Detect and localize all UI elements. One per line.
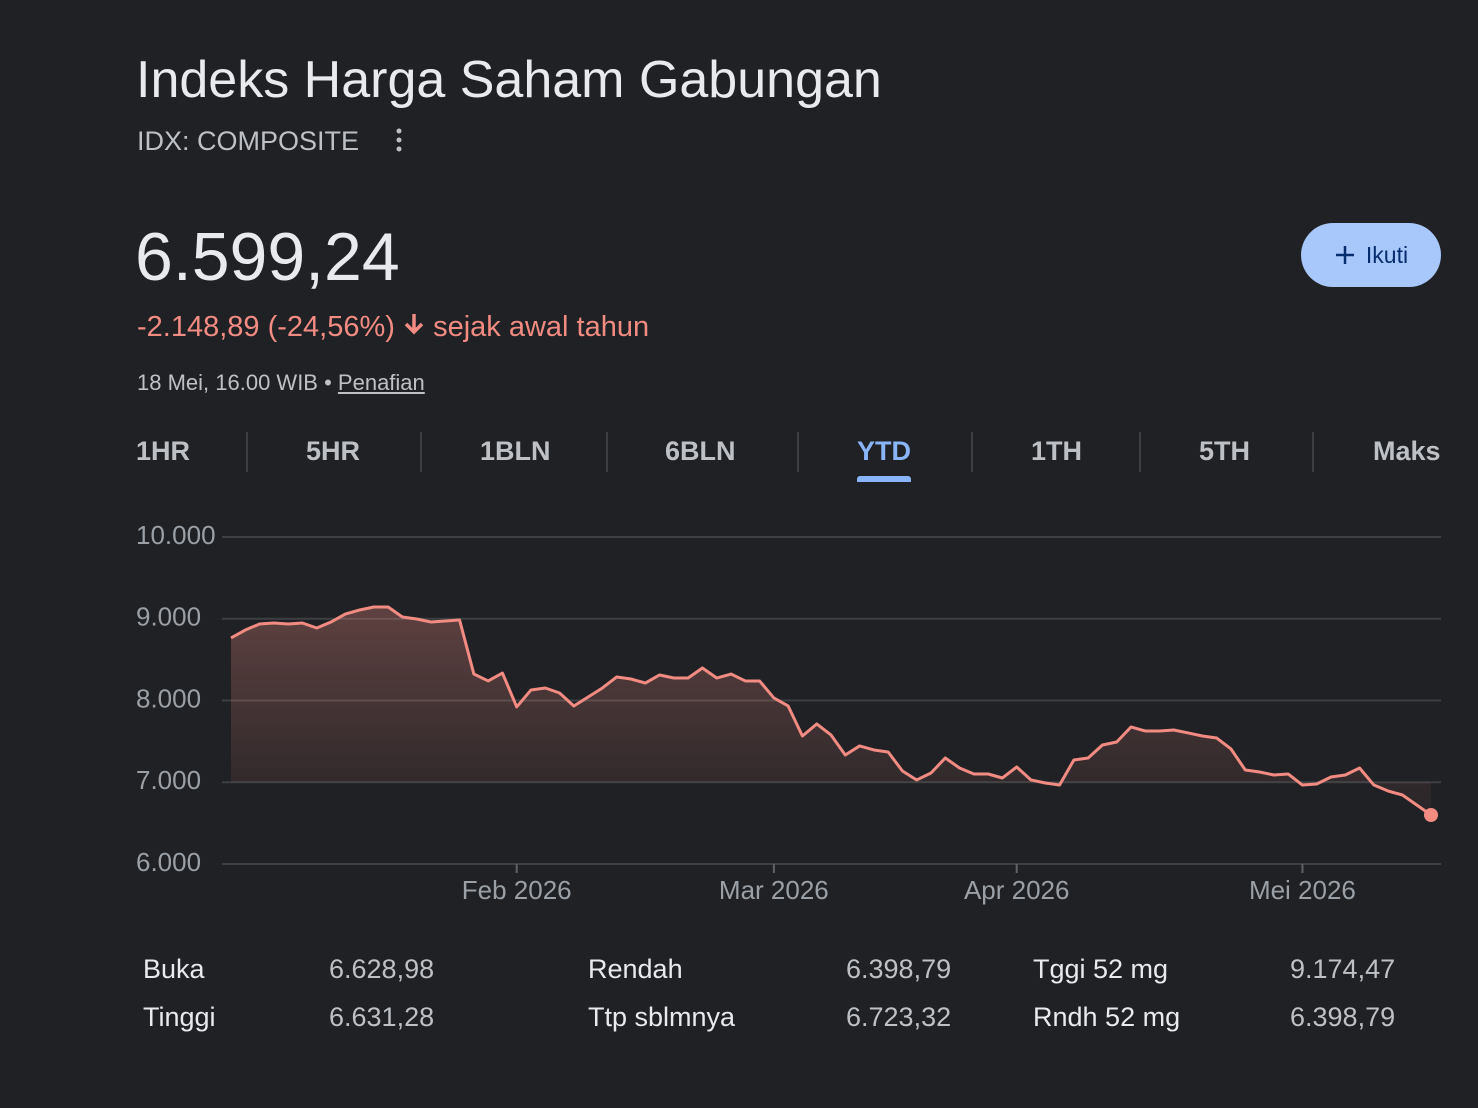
range-tab[interactable]: 5HR bbox=[306, 436, 361, 466]
down-arrow bbox=[404, 314, 424, 335]
change-value: -2.148,89 (-24,56%) bbox=[137, 311, 395, 343]
range-tab[interactable]: 1BLN bbox=[480, 436, 551, 466]
more-menu[interactable] bbox=[392, 126, 406, 154]
follow-label: Ikuti bbox=[1365, 241, 1409, 268]
timestamp: 18 Mei, 16.00 WIB bbox=[137, 370, 318, 395]
timestamp-row: 18 Mei, 16.00 WIB • Penafian bbox=[137, 370, 425, 395]
x-tick-label: Mei 2026 bbox=[1249, 875, 1356, 905]
x-tick-label: Mar 2026 bbox=[719, 875, 829, 905]
price-line bbox=[230, 605, 1432, 817]
y-tick-label: 7.000 bbox=[136, 765, 201, 795]
y-tick-label: 8.000 bbox=[136, 683, 201, 713]
stat-label: Ttp sblmnya bbox=[588, 1002, 736, 1032]
stat-label: Tinggi bbox=[143, 1002, 216, 1032]
stat-value: 6.628,98 bbox=[329, 954, 435, 984]
y-tick-label: 6.000 bbox=[136, 847, 201, 877]
stat-value: 6.723,32 bbox=[846, 1002, 952, 1032]
tab-separator bbox=[246, 432, 248, 472]
change: -2.148,89 (-24,56%) sejak awal tahun bbox=[137, 311, 649, 344]
stat-value: 6.631,28 bbox=[329, 1002, 435, 1032]
x-tick-label: Feb 2026 bbox=[462, 875, 572, 905]
y-tick-label: 10.000 bbox=[136, 520, 216, 550]
active-underline bbox=[857, 476, 911, 482]
price: 6.599,24 bbox=[135, 219, 400, 295]
y-tick-label: 9.000 bbox=[136, 602, 201, 632]
stat-label: Rndh 52 mg bbox=[1033, 1002, 1181, 1032]
range-tab[interactable]: 5TH bbox=[1199, 436, 1251, 466]
range-tab[interactable]: 1TH bbox=[1031, 436, 1083, 466]
chart: 10.000 9.000 8.000 7.000 6.000 Feb 2026 Mar 20… bbox=[136, 520, 1441, 905]
area bbox=[231, 606, 1431, 816]
follow-button[interactable]: Ikuti bbox=[1301, 223, 1441, 287]
stat-label: Buka bbox=[143, 954, 205, 984]
tab-separator bbox=[420, 432, 422, 472]
range-tab[interactable]: Maks bbox=[1373, 436, 1441, 466]
range-tab[interactable]: YTD bbox=[857, 436, 911, 466]
tab-separator bbox=[1139, 432, 1141, 472]
range-tab[interactable]: 1HR bbox=[136, 436, 191, 466]
plus-icon bbox=[1335, 246, 1354, 264]
tab-separator bbox=[1312, 432, 1314, 472]
change-period: sejak awal tahun bbox=[433, 311, 650, 343]
range-tab[interactable]: 6BLN bbox=[665, 436, 736, 466]
title: Indeks Harga Saham Gabungan bbox=[136, 51, 882, 109]
tab-separator bbox=[797, 432, 799, 472]
stat-value: 9.174,47 bbox=[1290, 954, 1396, 984]
symbol: IDX: COMPOSITE bbox=[137, 126, 360, 156]
tab-separator bbox=[971, 432, 973, 472]
end-dot bbox=[1424, 808, 1438, 823]
stat-value: 6.398,79 bbox=[1290, 1002, 1396, 1032]
stat-label: Rendah bbox=[588, 954, 683, 984]
x-tick-label: Apr 2026 bbox=[964, 875, 1070, 905]
tab-separator bbox=[606, 432, 608, 472]
stat-label: Tggi 52 mg bbox=[1033, 954, 1169, 984]
stat-value: 6.398,79 bbox=[846, 954, 952, 984]
disclaimer-link[interactable]: Penafian bbox=[337, 370, 425, 395]
